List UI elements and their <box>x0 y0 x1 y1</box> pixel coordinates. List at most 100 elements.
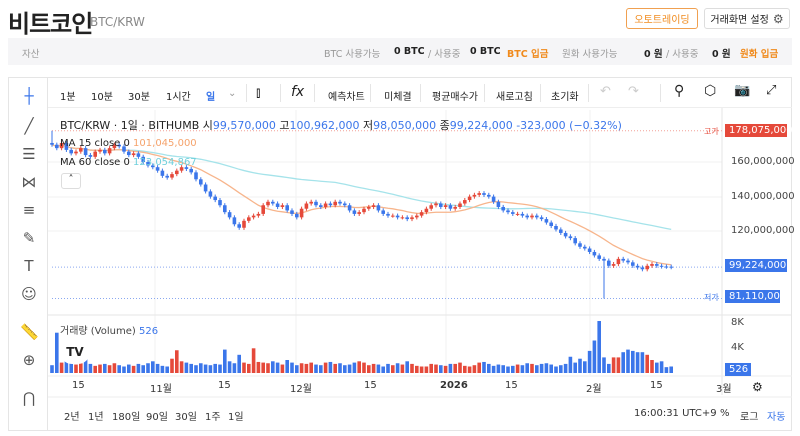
volume-bar <box>482 361 486 373</box>
volume-bar <box>203 364 208 373</box>
trend-line-icon[interactable]: ╱ <box>24 117 34 135</box>
volume-bar <box>98 364 102 373</box>
candle-body <box>563 232 568 237</box>
candle-body <box>251 215 256 218</box>
collapse-legend-button[interactable]: ˄ <box>61 173 81 189</box>
volume-bar <box>583 361 587 373</box>
candle-body <box>415 215 419 218</box>
candle-body <box>467 196 472 201</box>
volume-bar <box>616 357 621 373</box>
volume-bar <box>563 363 568 373</box>
fullscreen-icon[interactable]: ⤢ <box>766 83 777 98</box>
auto-trading-button[interactable]: 오토트레이딩 <box>626 8 698 29</box>
refresh-button[interactable]: 새로고침 <box>496 92 533 103</box>
auto-toggle[interactable]: 자동 <box>767 412 786 423</box>
interval-10m[interactable]: 10분 <box>91 92 113 103</box>
reset-button[interactable]: 초기화 <box>551 92 579 103</box>
ruler-icon[interactable]: 📏 <box>20 323 39 341</box>
clock: 16:00:31 UTC+9 <box>634 408 717 419</box>
close-label: 종 <box>439 119 450 132</box>
candle-body <box>592 251 597 256</box>
redo-icon[interactable]: ↷ <box>628 84 639 99</box>
candle-body <box>530 215 534 218</box>
zoom-in-icon[interactable]: ⊕ <box>22 351 36 369</box>
undo-icon[interactable]: ↶ <box>600 84 611 99</box>
volume-bar <box>467 366 472 373</box>
range-2y[interactable]: 2년 <box>64 412 80 423</box>
volume-bar <box>515 364 520 373</box>
range-1y[interactable]: 1년 <box>88 412 104 423</box>
volume-bar <box>50 365 54 373</box>
low-value-badge: 81,110,000 <box>725 290 786 303</box>
volume-bar <box>554 366 558 373</box>
range-180d[interactable]: 180일 <box>112 412 141 423</box>
candle-body <box>266 201 270 206</box>
candle-body <box>626 260 630 263</box>
volume-bar <box>439 365 443 373</box>
volume-bar <box>64 358 69 373</box>
avg-price-button[interactable]: 평균매수가 <box>432 92 478 103</box>
btc-deposit-link[interactable]: BTC 입금 <box>507 49 549 60</box>
volume-bar <box>352 362 357 373</box>
range-30d[interactable]: 30일 <box>175 412 197 423</box>
log-toggle[interactable]: 로그 <box>740 412 759 423</box>
crosshair-icon[interactable]: ┼ <box>24 87 34 105</box>
fib-icon[interactable]: ≡ <box>22 201 36 219</box>
account-bar: 자산 BTC 사용가능 0 BTC / 사용중 0 BTC BTC 입금 원화 … <box>8 38 792 65</box>
volume-bar <box>184 362 189 373</box>
volume-bar <box>194 365 198 373</box>
volume-bar <box>151 361 155 373</box>
volume-bar <box>362 362 366 373</box>
candle-body <box>568 236 573 239</box>
candle-body <box>50 142 54 145</box>
volume-bar <box>275 362 280 373</box>
krw-deposit-link[interactable]: 원화 입금 <box>740 49 779 60</box>
text-icon[interactable]: T <box>24 257 34 275</box>
camera-icon[interactable]: 📷 <box>734 83 751 98</box>
volume-bar <box>501 365 505 373</box>
range-1d[interactable]: 1일 <box>228 412 244 423</box>
candle-body <box>103 149 107 154</box>
predict-chart-button[interactable]: 예측차트 <box>328 92 365 103</box>
range-90d[interactable]: 90일 <box>146 412 168 423</box>
interval-1m[interactable]: 1분 <box>60 92 76 103</box>
interval-1h[interactable]: 1시간 <box>166 92 191 103</box>
low-label: 저 <box>362 119 374 132</box>
chevron-down-icon[interactable]: ⌄ <box>228 88 237 99</box>
candle-body <box>184 167 189 169</box>
parallel-lines-icon[interactable]: ☰ <box>22 145 36 163</box>
volume-bar <box>487 363 491 373</box>
candle-body <box>189 168 193 173</box>
candle-body <box>381 210 385 214</box>
indicator-icon[interactable]: fx <box>291 84 305 100</box>
candle-body <box>463 200 467 204</box>
candle-body <box>352 210 357 214</box>
candle-body <box>458 203 462 207</box>
settings-hex-icon[interactable]: ⬡ <box>704 83 717 99</box>
candle-body <box>669 266 673 268</box>
candle-body <box>583 246 587 249</box>
screen-settings-button[interactable]: 거래화면 설정 ⚙ <box>704 8 790 29</box>
candle-body <box>170 174 174 178</box>
candle-body <box>448 205 453 209</box>
pattern-icon[interactable]: ⋈ <box>21 173 37 191</box>
percent-toggle[interactable]: % <box>720 408 730 419</box>
volume-bar <box>530 363 534 373</box>
range-1w[interactable]: 1주 <box>205 412 221 423</box>
candle-body <box>237 224 241 228</box>
brush-icon[interactable]: ✎ <box>22 229 36 247</box>
unfilled-button[interactable]: 미체결 <box>384 92 412 103</box>
emoji-icon[interactable]: ☺ <box>21 285 37 303</box>
interval-day[interactable]: 일 <box>206 92 216 103</box>
zoom-search-icon[interactable]: ⚲ <box>674 83 685 99</box>
magnet-icon[interactable]: ⋂ <box>22 389 36 407</box>
interval-30m[interactable]: 30분 <box>128 92 150 103</box>
candle-body <box>549 222 553 227</box>
chart-toolbar: 1분 10분 30분 1시간 일 ⌄ ⫾ fx 예측차트 미체결 평균매수가 새… <box>48 78 792 108</box>
volume-bar <box>645 354 649 373</box>
candle-type-icon[interactable]: ⫾ <box>256 85 261 101</box>
volume-bar <box>573 362 577 373</box>
volume-bar <box>290 362 294 373</box>
candle-body <box>419 212 424 216</box>
